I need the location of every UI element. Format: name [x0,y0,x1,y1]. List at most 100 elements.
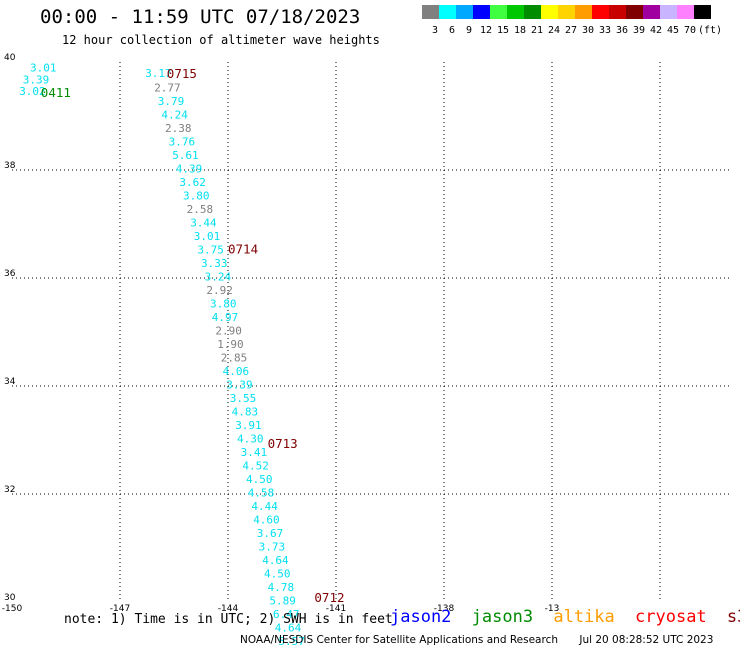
legend-label: 45 [667,25,680,36]
satellite-jason3: jason3 [471,607,534,627]
wave-height-value: 3.33 [201,257,228,270]
legend-label: 12 [480,25,493,36]
wave-height-value: 3.02 [19,85,46,98]
chart-subtitle: 12 hour collection of altimeter wave hei… [62,33,380,47]
wave-height-value: 3.01 [30,62,57,75]
wave-height-value: 3.39 [226,379,253,392]
wave-height-value: 4.78 [268,581,295,594]
wave-height-value: 3.91 [235,419,262,432]
wave-height-value: 4.24 [161,109,188,122]
legend-label: 24 [548,25,561,36]
wave-height-value: 3.41 [241,446,268,459]
wave-height-value: 4.06 [223,365,250,378]
wave-height-value: 3.62 [179,176,206,189]
lat-tick-label: 40 [4,53,16,63]
wave-height-value: 6.47 [273,608,300,621]
legend-swatch [694,5,711,19]
satellite-jason2: jason2 [390,607,452,627]
wave-height-value: 3.01 [194,230,221,243]
legend-swatch [473,5,490,19]
satellite-s3a: s3a [726,607,740,627]
wave-height-value: 2.90 [215,325,242,338]
legend-swatch [422,5,439,19]
lon-tick-label: -138 [434,604,455,614]
wave-height-value: 3.80 [183,190,210,203]
wave-height-value: 2.92 [206,284,233,297]
legend-swatch [558,5,575,19]
legend-swatch [541,5,558,19]
pass-time-label: 0712 [314,590,344,605]
wave-height-value: 2.85 [221,352,248,365]
pass-time-label: 0411 [41,85,71,100]
wave-height-value: 4.58 [248,487,274,500]
pass-time-label: 0713 [268,436,298,451]
timestamp-text: Jul 20 08:28:52 UTC 2023 [579,634,714,646]
wave-height-value: 2.58 [187,203,214,216]
legend-swatch [609,5,626,19]
wave-height-value: 2.38 [165,122,192,135]
lon-tick-label: -141 [326,604,346,614]
legend-label: 9 [466,25,473,36]
wave-height-value: 4.50 [246,473,273,486]
satellite-cryosat: cryosat [635,607,707,627]
lat-tick-label: 30 [4,593,16,603]
legend-swatch [592,5,609,19]
legend-label: 18 [514,25,527,36]
lon-tick-label: -150 [2,604,23,614]
wave-height-value: 5.61 [172,149,199,162]
legend-swatch [490,5,507,19]
legend-label: 33 [599,25,612,36]
legend-swatch [643,5,660,19]
legend-label: 39 [633,25,646,36]
lat-tick-label: 32 [4,485,15,495]
wave-height-value: 3.73 [259,541,286,554]
wave-height-value: 4.64 [275,622,302,635]
lat-tick-label: 34 [4,377,16,387]
wave-height-value: 4.60 [253,514,280,527]
wave-height-value: 3.55 [230,392,256,405]
wave-height-value: 3.75 [197,244,224,257]
lon-tick-label: -13 [545,604,560,614]
legend-swatch [524,5,541,19]
wave-height-value: 3.79 [158,95,185,108]
wave-height-value: 5.89 [269,595,296,608]
lon-tick-label: -144 [218,604,239,614]
lon-tick-label: -147 [110,604,130,614]
wave-height-value: 1.90 [217,338,244,351]
legend-label: 21 [531,25,544,36]
lat-tick-label: 38 [4,161,16,171]
lat-tick-label: 36 [4,269,16,279]
wave-height-value: 3.39 [23,74,50,87]
wave-height-value: 4.50 [264,568,291,581]
wave-height-value: 5.57 [278,635,305,648]
wave-height-value: 3.67 [257,527,284,540]
pass-time-label: 0714 [228,242,258,257]
legend-swatch [507,5,524,19]
wave-height-value: 4.44 [251,500,278,513]
legend-label: 6 [449,25,456,36]
legend-swatch [456,5,473,19]
legend-label: 27 [565,25,578,36]
chart-title: 00:00 - 11:59 UTC 07/18/2023 [40,6,361,28]
legend-swatch [677,5,694,19]
wave-height-value: 3.44 [190,217,217,230]
pass-time-label: 0715 [167,66,197,81]
note-text: note: 1) Time is in UTC; 2) SWH is in fe… [64,612,393,627]
legend-label: 3 [432,25,439,36]
wave-height-value: 4.64 [262,554,289,567]
legend-label: 70 [684,25,697,36]
legend-label: 36 [616,25,629,36]
wave-height-value: 4.83 [232,406,259,419]
wave-height-value: 4.30 [237,433,264,446]
wave-height-value: 4.52 [242,460,269,473]
legend-swatch [439,5,456,19]
wave-height-value: 3.76 [169,136,196,149]
wave-height-value: 4.97 [212,311,239,324]
credit-text: NOAA/NESDIS Center for Satellite Applica… [240,634,558,646]
wave-height-value: 3.24 [205,271,232,284]
wave-height-value: 3.80 [210,298,237,311]
legend-label: 15 [497,25,510,36]
wave-height-value: 3.17 [145,67,172,80]
legend-swatch [626,5,643,19]
